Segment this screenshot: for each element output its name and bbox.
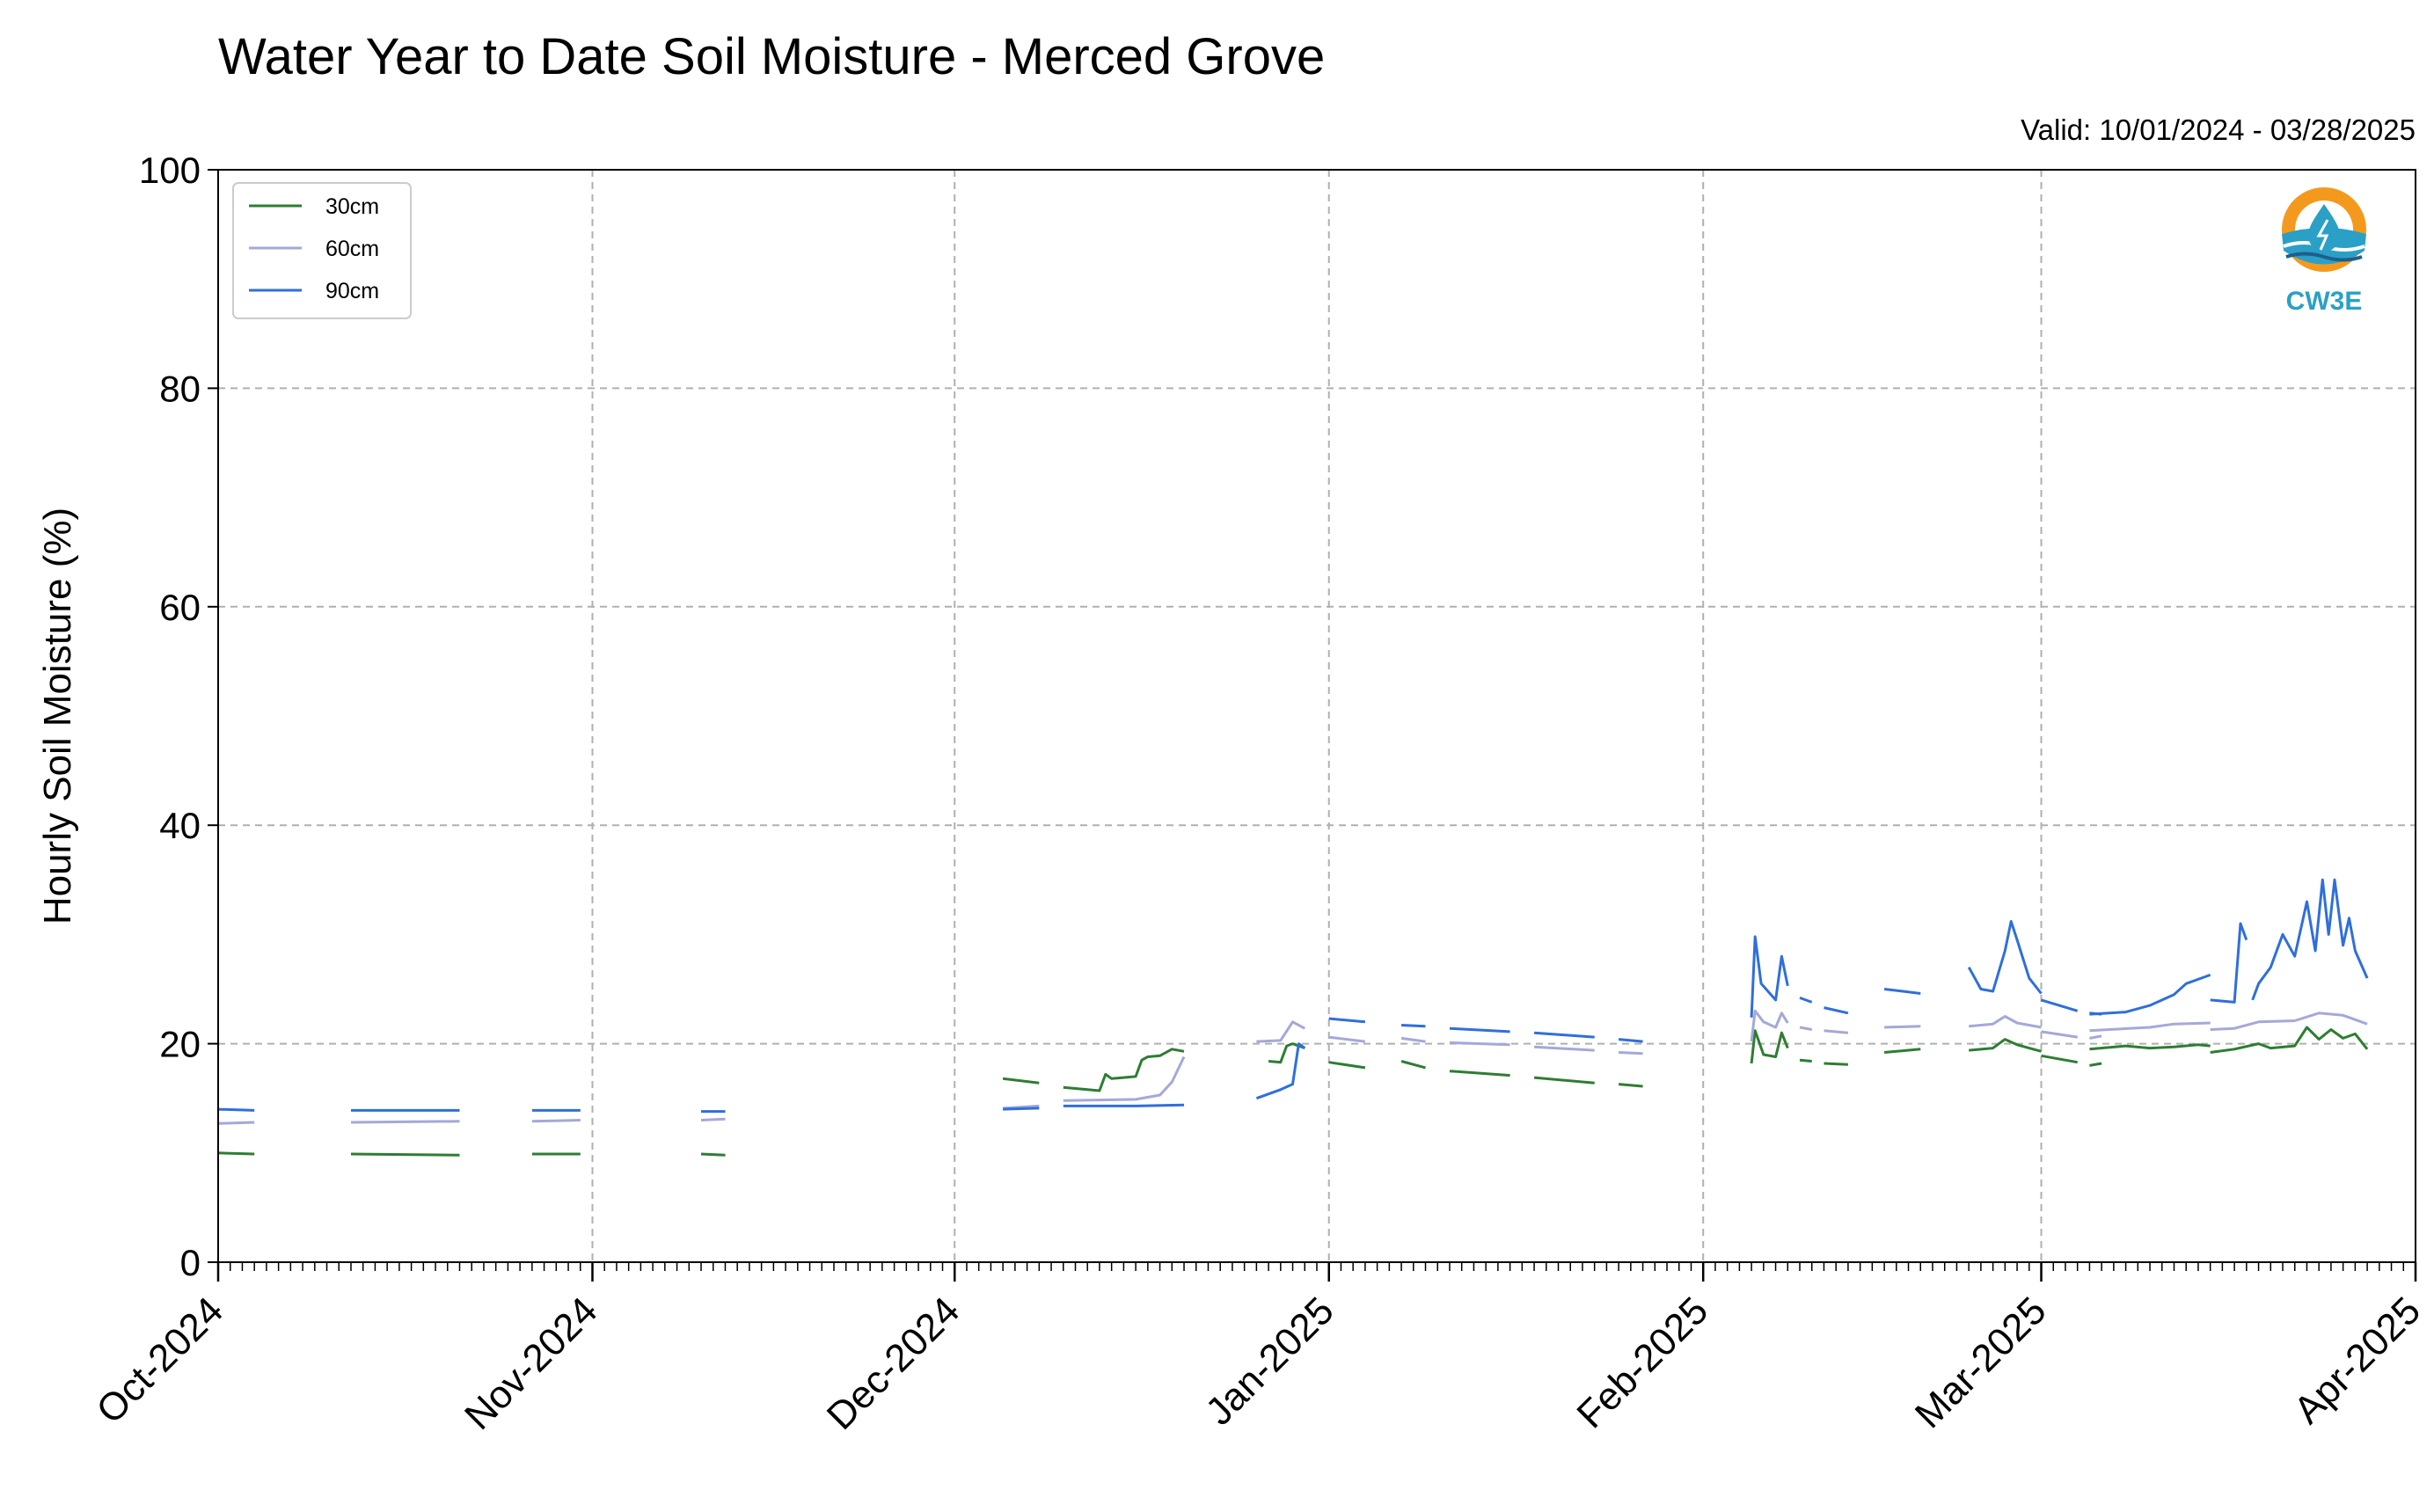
series-segment-90cm (1003, 1107, 1040, 1111)
series-segment-60cm (1619, 1051, 1643, 1055)
y-tick-label: 20 (159, 1024, 201, 1065)
series-segment-30cm (2089, 1043, 2211, 1051)
series-segment-90cm (1750, 935, 1789, 1018)
data-series (217, 878, 2369, 1157)
series-segment-30cm (1063, 1048, 1185, 1092)
x-tick-label: Jan-2025 (1197, 1289, 1341, 1433)
series-segment-30cm (1328, 1061, 1366, 1070)
legend-label-30cm: 30cm (325, 194, 379, 219)
x-axis-ticks: Oct-2024 Nov-2024 Dec-2024 Jan-2025 Feb-2025… (88, 1262, 2429, 1438)
series-segment-30cm (1449, 1070, 1510, 1077)
logo-text: CW3E (2286, 287, 2363, 316)
series-segment-90cm (1328, 1017, 1366, 1024)
legend-box (232, 182, 412, 319)
y-axis-ticks: 0 20 40 60 80 100 (139, 150, 218, 1283)
series-segment-60cm (1969, 1015, 2042, 1029)
y-tick-label: 80 (159, 368, 201, 409)
series-segment-90cm (2210, 922, 2248, 1004)
series-segment-90cm (1449, 1026, 1510, 1034)
series-segment-60cm (1449, 1041, 1510, 1047)
x-tick-label: Mar-2025 (1907, 1289, 2055, 1436)
series-segment-60cm (1799, 1026, 1812, 1031)
x-tick-label: Oct-2024 (88, 1289, 231, 1432)
series-segment-30cm (2089, 1062, 2102, 1067)
series-90cm (217, 878, 2369, 1114)
series-segment-30cm (1824, 1062, 1848, 1066)
y-axis-label: Hourly Soil Moisture (%) (36, 508, 79, 924)
x-tick-label: Apr-2025 (2285, 1289, 2429, 1432)
series-segment-60cm (1750, 1009, 1789, 1042)
series-segment-60cm (1063, 1055, 1186, 1102)
series-segment-90cm (1618, 1038, 1643, 1043)
x-tick-label: Feb-2025 (1568, 1289, 1716, 1436)
series-segment-30cm (2041, 1054, 2078, 1064)
legend-label-60cm: 60cm (325, 237, 379, 261)
y-tick-label: 60 (159, 587, 201, 628)
series-60cm (217, 1009, 2368, 1125)
series-segment-60cm (2210, 1012, 2368, 1031)
series-segment-30cm (217, 1151, 255, 1156)
series-segment-30cm (1799, 1058, 1812, 1063)
series-segment-30cm (1969, 1038, 2042, 1053)
series-segment-60cm (217, 1121, 255, 1125)
series-segment-90cm (1824, 1006, 1849, 1015)
series-segment-60cm (2089, 1034, 2102, 1040)
chart-title: Water Year to Date Soil Moisture - Merce… (218, 28, 1325, 85)
legend-label-90cm: 90cm (325, 279, 379, 303)
series-segment-90cm (2041, 998, 2079, 1012)
series-segment-90cm (1255, 1042, 1306, 1100)
series-segment-60cm (1534, 1045, 1595, 1052)
series-segment-60cm (2041, 1030, 2078, 1039)
series-segment-90cm (217, 1107, 255, 1112)
series-segment-60cm (1884, 1025, 1921, 1029)
series-segment-90cm (1967, 920, 2043, 995)
series-segment-60cm (700, 1117, 726, 1121)
grid-lines (218, 170, 2416, 1262)
series-segment-30cm (1002, 1077, 1040, 1085)
x-tick-label: Dec-2024 (819, 1289, 968, 1438)
series-segment-30cm (1883, 1048, 1921, 1054)
plot-frame (217, 169, 2416, 1263)
series-segment-90cm (2251, 878, 2369, 1001)
series-segment-30cm (2210, 1026, 2369, 1054)
y-tick-label: 100 (139, 150, 201, 191)
series-segment-90cm (2089, 973, 2211, 1016)
series-segment-30cm (700, 1152, 726, 1157)
series-segment-60cm (1824, 1029, 1849, 1034)
series-segment-30cm (1400, 1060, 1426, 1070)
legend: 30cm 60cm 90cm (232, 182, 412, 319)
series-30cm (217, 1026, 2369, 1157)
cw3e-logo: CW3E (2282, 187, 2366, 316)
cw3e-water-drop-logo-icon (2282, 187, 2366, 272)
x-tick-label: Nov-2024 (457, 1289, 606, 1438)
series-segment-60cm (1400, 1036, 1426, 1043)
series-segment-90cm (1063, 1103, 1185, 1107)
series-segment-60cm (1256, 1020, 1306, 1043)
series-segment-90cm (1533, 1031, 1595, 1039)
series-segment-60cm (2089, 1021, 2211, 1033)
y-tick-label: 0 (180, 1242, 201, 1283)
series-segment-30cm (1750, 1029, 1789, 1064)
valid-date-range: Valid: 10/01/2024 - 03/28/2025 (2021, 113, 2416, 146)
series-segment-30cm (1618, 1083, 1643, 1088)
series-segment-60cm (350, 1120, 460, 1124)
series-segment-60cm (1328, 1035, 1366, 1043)
series-segment-30cm (350, 1152, 460, 1157)
series-segment-30cm (1268, 1042, 1305, 1064)
series-segment-90cm (1799, 996, 1813, 1004)
series-segment-90cm (1883, 988, 1921, 995)
series-segment-30cm (1533, 1076, 1595, 1085)
y-tick-label: 40 (159, 805, 201, 846)
